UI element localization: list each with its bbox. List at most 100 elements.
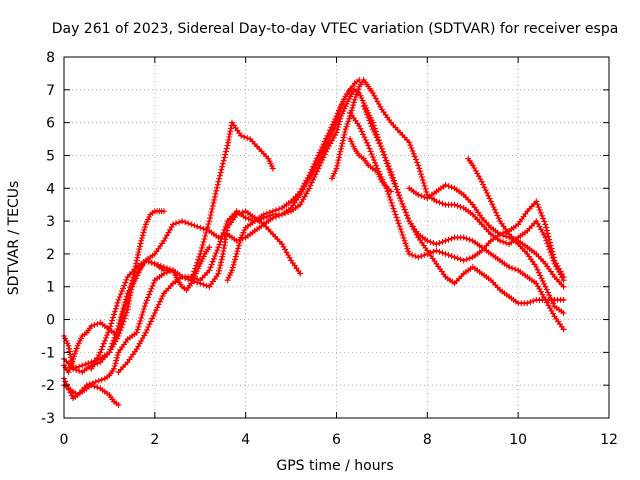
data-point [462, 272, 465, 275]
data-point [516, 269, 520, 272]
data-point [553, 259, 556, 262]
data-point [417, 193, 420, 197]
data-point [71, 397, 75, 400]
data-point [80, 390, 84, 393]
data-point [353, 82, 356, 85]
data-point [358, 124, 361, 128]
data-point [344, 105, 347, 108]
data-point [117, 351, 120, 354]
data-point [199, 282, 202, 285]
x-tick-label: 2 [150, 432, 159, 448]
data-point [199, 262, 202, 265]
data-point [544, 285, 547, 288]
data-point [526, 275, 529, 279]
data-point [135, 272, 138, 275]
data-point [371, 128, 375, 131]
data-point [526, 210, 529, 213]
data-point [230, 121, 234, 124]
y-tick-label: 6 [46, 116, 55, 132]
data-point [380, 180, 384, 183]
data-point [362, 101, 365, 105]
data-point [444, 183, 447, 187]
data-point [489, 239, 493, 242]
data-point [103, 377, 107, 380]
data-point [335, 167, 338, 170]
data-point [126, 292, 129, 295]
data-point [271, 213, 275, 216]
data-point [330, 177, 334, 180]
data-point [153, 262, 157, 265]
data-point [407, 141, 411, 144]
chart-title: Day 261 of 2023, Sidereal Day-to-day VTE… [52, 21, 619, 37]
data-point [280, 242, 284, 246]
data-point [380, 108, 384, 111]
data-point [99, 351, 102, 354]
data-point [162, 210, 166, 213]
data-point [516, 301, 520, 305]
data-point [471, 203, 474, 206]
data-point [562, 311, 565, 315]
data-point [339, 147, 343, 151]
data-point [362, 157, 365, 160]
data-point [80, 364, 84, 367]
data-point [507, 295, 511, 298]
data-point [348, 111, 352, 114]
data-point [117, 370, 120, 374]
data-point [462, 236, 465, 239]
data-point [453, 187, 456, 190]
data-point [394, 213, 397, 216]
data-point [249, 137, 252, 141]
data-point [171, 223, 175, 226]
data-point [453, 236, 456, 239]
data-point [271, 233, 275, 236]
data-point [221, 252, 225, 256]
data-point [126, 275, 129, 279]
data-point [444, 203, 447, 206]
data-point [189, 223, 193, 226]
data-point [153, 311, 157, 315]
data-point [298, 190, 302, 193]
data-point [426, 239, 429, 242]
data-point [426, 196, 429, 200]
data-point [358, 78, 361, 82]
data-point [308, 173, 311, 177]
data-point [71, 367, 75, 370]
y-tick-label: 0 [46, 313, 55, 329]
data-point [544, 262, 547, 265]
data-point [562, 328, 565, 331]
data-point [371, 91, 375, 95]
data-point [362, 105, 365, 108]
data-point [435, 200, 438, 203]
y-tick-label: -3 [41, 411, 55, 427]
data-point [562, 275, 565, 279]
data-point [553, 305, 556, 308]
data-point [535, 219, 538, 223]
data-point [144, 331, 147, 334]
data-point [471, 213, 474, 216]
data-point [489, 200, 493, 203]
data-point [90, 324, 93, 328]
data-point [380, 147, 384, 151]
data-point [67, 344, 70, 347]
data-point [217, 272, 220, 275]
data-point [85, 383, 88, 387]
data-point [244, 236, 247, 239]
data-point [208, 219, 211, 223]
data-point [244, 210, 247, 213]
data-point [417, 164, 420, 167]
data-point [367, 164, 370, 167]
data-point [108, 393, 111, 397]
data-point [171, 269, 175, 272]
data-point [239, 236, 243, 239]
data-point [389, 170, 393, 174]
data-point [389, 190, 393, 193]
data-point [80, 370, 84, 374]
data-point [348, 137, 352, 141]
data-point [489, 252, 493, 256]
data-point [235, 252, 238, 256]
data-point [489, 278, 493, 282]
data-point [144, 223, 147, 226]
data-point [398, 131, 402, 134]
data-point [371, 167, 375, 170]
